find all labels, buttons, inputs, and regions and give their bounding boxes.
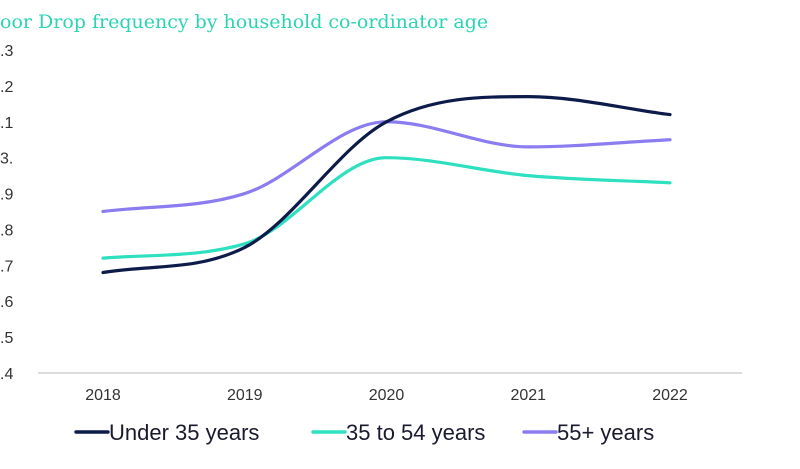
y-tick-label: .8 (0, 222, 13, 239)
legend-label: 55+ years (557, 420, 654, 445)
y-tick-label: .9 (0, 187, 13, 204)
series-line (101, 95, 672, 275)
legend: Under 35 years 35 to 54 years 55+ years (74, 420, 654, 445)
y-tick-label: .1 (0, 115, 13, 132)
y-axis: .4 .5 .6 .7 .8 .9 3. .1 .2 .3 (0, 43, 13, 383)
series-line (101, 120, 672, 214)
series-lines (101, 95, 672, 275)
x-tick-label: 2019 (227, 387, 263, 404)
x-tick-label: 2021 (510, 387, 546, 404)
x-tick-label: 2022 (652, 387, 688, 404)
y-tick-label: .4 (0, 366, 13, 383)
chart-title: oor Drop frequency by household co-ordin… (0, 11, 489, 33)
y-tick-label: .7 (0, 258, 13, 275)
y-tick-label: .6 (0, 294, 13, 311)
x-tick-label: 2020 (369, 387, 405, 404)
y-tick-label: .3 (0, 43, 13, 60)
y-tick-label: .5 (0, 330, 13, 347)
legend-label: Under 35 years (109, 420, 259, 445)
x-tick-label: 2018 (85, 387, 121, 404)
x-axis: 2018 2019 2020 2021 2022 (85, 387, 688, 404)
y-tick-label: 3. (0, 151, 13, 168)
legend-label: 35 to 54 years (346, 420, 485, 445)
series-line (101, 156, 672, 260)
y-tick-label: .2 (0, 79, 13, 96)
